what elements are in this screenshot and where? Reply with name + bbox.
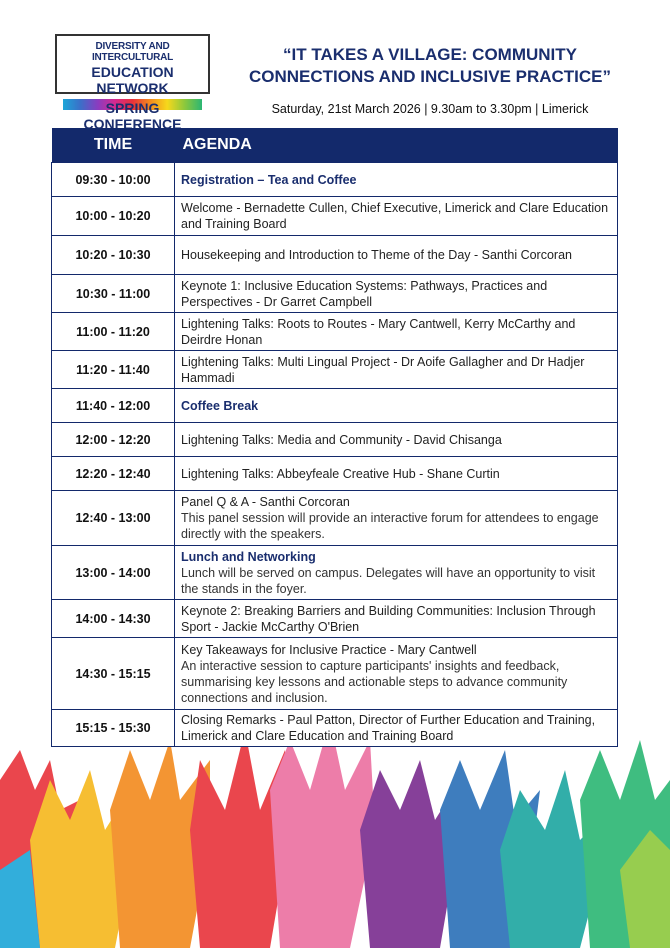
session-title: Coffee Break xyxy=(181,398,259,413)
event-title: “IT TAKES A VILLAGE: COMMUNITY CONNECTIO… xyxy=(225,44,635,88)
session-details: Closing Remarks - Paul Patton, Director … xyxy=(174,709,618,747)
session-time: 10:20 - 10:30 xyxy=(51,235,175,275)
session-details: Lightening Talks: Multi Lingual Project … xyxy=(174,350,618,389)
session-time: 11:20 - 11:40 xyxy=(51,350,175,389)
session-details: Key Takeaways for Inclusive Practice - M… xyxy=(174,637,618,710)
header-time: TIME xyxy=(51,128,175,163)
session-description: An interactive session to capture partic… xyxy=(181,658,568,705)
table-row: 12:40 - 13:00 Panel Q & A - Santhi Corcor… xyxy=(51,490,618,546)
session-details: Housekeeping and Introduction to Theme o… xyxy=(174,235,618,275)
session-title: Housekeeping and Introduction to Theme o… xyxy=(181,248,572,262)
session-title: Welcome - Bernadette Cullen, Chief Execu… xyxy=(181,201,609,231)
session-time: 12:40 - 13:00 xyxy=(51,490,175,546)
table-row: 11:00 - 11:20 Lightening Talks: Roots to … xyxy=(51,312,618,351)
session-time: 12:00 - 12:20 xyxy=(51,422,175,457)
table-row: 10:30 - 11:00 Keynote 1: Inclusive Educat… xyxy=(51,274,618,313)
session-title: Panel Q & A - Santhi Corcoran xyxy=(181,495,350,509)
header-agenda: AGENDA xyxy=(174,128,618,163)
session-details: Keynote 2: Breaking Barriers and Buildin… xyxy=(174,599,618,638)
session-details: Lightening Talks: Media and Community - … xyxy=(174,422,618,457)
session-time: 13:00 - 14:00 xyxy=(51,545,175,600)
session-details: Panel Q & A - Santhi Corcoran This panel … xyxy=(174,490,618,546)
session-time: 10:30 - 11:00 xyxy=(51,274,175,313)
session-title: Lightening Talks: Media and Community - … xyxy=(181,432,502,447)
event-date: Saturday, 21st March 2026 | 9.30am to 3.… xyxy=(271,102,589,116)
session-time: 12:20 - 12:40 xyxy=(51,456,175,491)
session-time: 14:00 - 14:30 xyxy=(51,599,175,638)
table-row: 14:00 - 14:30 Keynote 2: Breaking Barrier… xyxy=(51,599,618,638)
logo-line1: DIVERSITY AND INTERCULTURAL xyxy=(91,41,174,63)
table-header-row: TIME AGENDA xyxy=(51,128,618,163)
session-title: Lightening Talks: Multi Lingual Project … xyxy=(181,354,585,385)
session-details: Lightening Talks: Abbeyfeale Creative Hu… xyxy=(174,456,618,491)
session-title: Lightening Talks: Abbeyfeale Creative Hu… xyxy=(181,466,500,481)
logo-line2: EDUCATION NETWORK xyxy=(91,64,174,96)
agenda-table: TIME AGENDA 09:30 - 10:00 Registration – … xyxy=(51,128,618,747)
table-row: 14:30 - 15:15 Key Takeaways for Inclusive… xyxy=(51,637,618,710)
session-time: 09:30 - 10:00 xyxy=(51,162,175,197)
session-title: Registration – Tea and Coffee xyxy=(181,172,357,187)
session-time: 11:40 - 12:00 xyxy=(51,388,175,423)
session-details: Lightening Talks: Roots to Routes - Mary… xyxy=(174,312,618,351)
title-line1: “IT TAKES A VILLAGE: COMMUNITY xyxy=(282,45,578,64)
title-line2: CONNECTIONS AND INCLUSIVE PRACTICE” xyxy=(248,67,612,86)
session-time: 14:30 - 15:15 xyxy=(51,637,175,710)
table-row: 09:30 - 10:00 Registration – Tea and Coff… xyxy=(51,162,618,197)
table-row: 10:00 - 10:20 Welcome - Bernadette Cullen… xyxy=(51,196,618,236)
session-time: 15:15 - 15:30 xyxy=(51,709,175,747)
session-details: Registration – Tea and Coffee xyxy=(174,162,618,197)
table-row: 15:15 - 15:30 Closing Remarks - Paul Patt… xyxy=(51,709,618,747)
table-row: 11:40 - 12:00 Coffee Break xyxy=(51,388,618,423)
session-details: Keynote 1: Inclusive Education Systems: … xyxy=(174,274,618,313)
session-description: Lunch will be served on campus. Delegate… xyxy=(181,565,596,596)
session-title: Closing Remarks - Paul Patton, Director … xyxy=(181,713,596,743)
session-title: Lunch and Networking xyxy=(181,549,316,564)
session-details: Lunch and Networking Lunch will be served… xyxy=(174,545,618,600)
table-row: 12:20 - 12:40 Lightening Talks: Abbeyfeal… xyxy=(51,456,618,491)
session-details: Coffee Break xyxy=(174,388,618,423)
raised-hands-illustration xyxy=(0,720,670,948)
session-title: Key Takeaways for Inclusive Practice - M… xyxy=(181,642,477,657)
session-time: 10:00 - 10:20 xyxy=(51,196,175,236)
session-details: Welcome - Bernadette Cullen, Chief Execu… xyxy=(174,196,618,236)
session-description: This panel session will provide an inter… xyxy=(181,511,599,541)
session-title: Lightening Talks: Roots to Routes - Mary… xyxy=(181,316,576,347)
table-row: 13:00 - 14:00 Lunch and Networking Lunch w… xyxy=(51,545,618,600)
session-title: Keynote 2: Breaking Barriers and Buildin… xyxy=(181,603,596,634)
session-title: Keynote 1: Inclusive Education Systems: … xyxy=(181,278,548,309)
logo-color-bar xyxy=(63,99,202,110)
table-row: 12:00 - 12:20 Lightening Talks: Media and… xyxy=(51,422,618,457)
table-row: 10:20 - 10:30 Housekeeping and Introducti… xyxy=(51,235,618,275)
logo: DIVERSITY AND INTERCULTURAL EDUCATION NE… xyxy=(55,34,210,110)
session-time: 11:00 - 11:20 xyxy=(51,312,175,351)
table-row: 11:20 - 11:40 Lightening Talks: Multi Lin… xyxy=(51,350,618,389)
